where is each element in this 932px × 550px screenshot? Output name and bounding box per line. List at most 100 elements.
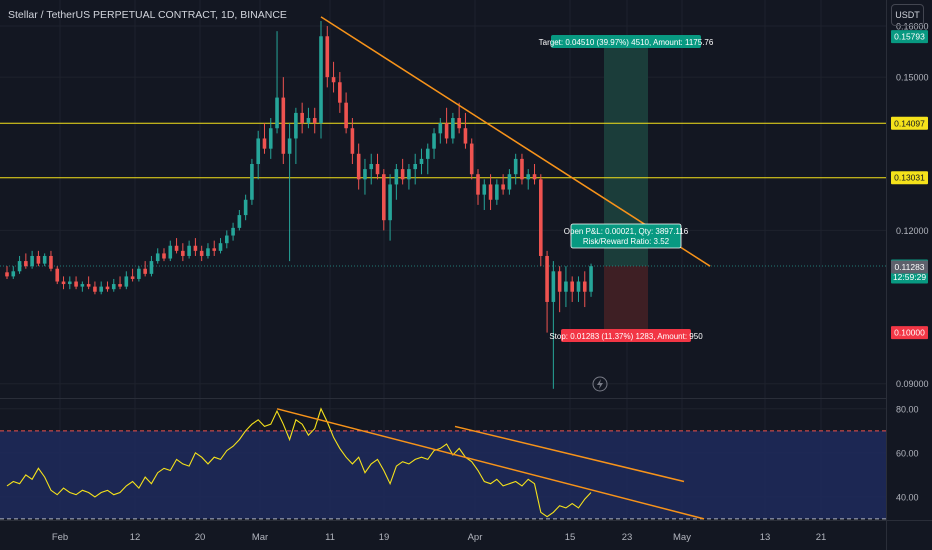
time-axis-label: 12: [130, 532, 141, 543]
candle-down: [520, 158, 524, 180]
candle-up: [111, 284, 116, 290]
candle-down: [162, 253, 166, 259]
time-axis-label: 20: [195, 532, 206, 543]
candle-up: [225, 235, 229, 244]
open-pl-box: [570, 223, 682, 249]
candle-up: [168, 245, 173, 259]
candle-up: [425, 148, 430, 159]
candle-up: [507, 174, 512, 190]
candle-up: [17, 261, 22, 272]
candle-up: [42, 255, 47, 264]
candle-down: [312, 118, 317, 124]
candle-down: [582, 281, 587, 292]
candle-up: [432, 133, 436, 149]
candle-down: [174, 245, 179, 251]
candle-up: [513, 158, 518, 175]
candle-down: [532, 174, 537, 180]
candle-down: [55, 268, 60, 282]
candle-down: [49, 255, 53, 269]
rsi-trendline-lower: [276, 408, 705, 520]
candle-down: [325, 36, 330, 78]
candle-up: [388, 184, 392, 221]
time-axis-label: 13: [760, 532, 771, 543]
price-tag-level: [891, 171, 928, 185]
candle-up: [218, 243, 223, 251]
lightning-bolt-icon: [597, 379, 603, 389]
candle-up: [237, 215, 242, 228]
candle-up: [451, 118, 455, 139]
candle-down: [24, 261, 28, 267]
candle-up: [438, 123, 443, 134]
candle-down: [539, 179, 543, 256]
candle-down: [400, 169, 405, 180]
time-axis-label: 19: [379, 532, 390, 543]
candle-down: [457, 118, 461, 129]
stop-zone: [604, 265, 648, 333]
candle-up: [243, 199, 248, 216]
stop-label: Stop: 0.01283 (11.37%) 1283, Amount: 950: [549, 332, 703, 341]
rsi-axis-label: 80.00: [896, 404, 919, 414]
price-tag-text-level: 0.13031: [894, 173, 925, 183]
candle-down: [181, 250, 185, 256]
candle-up: [99, 286, 103, 292]
candle-up: [495, 184, 499, 200]
candle-up: [589, 266, 593, 292]
chart-title: Stellar / TetherUS PERPETUAL CONTRACT, 1…: [8, 9, 287, 21]
candle-down: [382, 174, 386, 221]
target-label: Target: 0.04510 (39.97%) 4510, Amount: 1…: [539, 38, 714, 47]
price-tag-text-target: 0.15793: [894, 32, 925, 42]
candle-up: [294, 112, 298, 139]
candle-up: [407, 169, 411, 180]
candle-down: [338, 82, 342, 103]
candle-down: [281, 97, 286, 154]
candle-up: [564, 281, 568, 292]
candle-down: [86, 284, 91, 287]
candle-up: [413, 164, 417, 170]
price-axis-label: 0.09000: [896, 379, 929, 389]
candle-up: [319, 36, 323, 124]
candle-up: [68, 281, 72, 285]
candle-up: [30, 255, 34, 267]
candle-down: [212, 248, 217, 251]
price-tag-text-grey: 0.11283: [894, 262, 924, 272]
time-axis-label: 21: [816, 532, 827, 543]
candle-up: [369, 164, 374, 170]
candle-up: [206, 248, 210, 256]
rsi-axis-label: 60.00: [896, 448, 919, 458]
rsi-trendline-upper: [454, 425, 685, 483]
candle-down: [130, 276, 135, 279]
candle-down: [463, 128, 468, 144]
candle-up: [250, 164, 254, 200]
candle-up: [256, 138, 260, 165]
price-tag-target: [891, 30, 928, 44]
candle-down: [143, 268, 147, 274]
time-axis-label: Apr: [468, 532, 483, 543]
candle-up: [231, 227, 235, 236]
candle-up: [526, 174, 531, 180]
rsi-line: [6, 407, 592, 518]
price-axis-label: 0.15000: [896, 73, 929, 83]
rsi-band: [0, 430, 886, 519]
candle-down: [444, 123, 449, 139]
candle-down: [557, 271, 562, 292]
candle-up: [363, 169, 367, 180]
time-axis-label: May: [673, 532, 691, 543]
price-tag-text-stop: 0.10000: [894, 328, 925, 338]
candle-down: [74, 281, 78, 287]
candle-down: [5, 272, 9, 277]
currency-button[interactable]: USDT: [891, 4, 924, 26]
candle-down: [36, 255, 41, 264]
candle-down: [300, 112, 304, 124]
candle-down: [488, 184, 493, 200]
candle-down: [476, 174, 480, 195]
open-pl-label: Open P&L: 0.00021, Qty: 3897.116: [564, 227, 689, 236]
candle-up: [187, 245, 191, 256]
lightning-icon: [592, 376, 608, 392]
candle-up: [287, 138, 292, 154]
price-axis-label: 0.12000: [896, 226, 929, 236]
candle-up: [137, 268, 141, 279]
candle-down: [570, 281, 574, 292]
candle-down: [545, 255, 549, 302]
stop-label-bg: [561, 329, 691, 342]
